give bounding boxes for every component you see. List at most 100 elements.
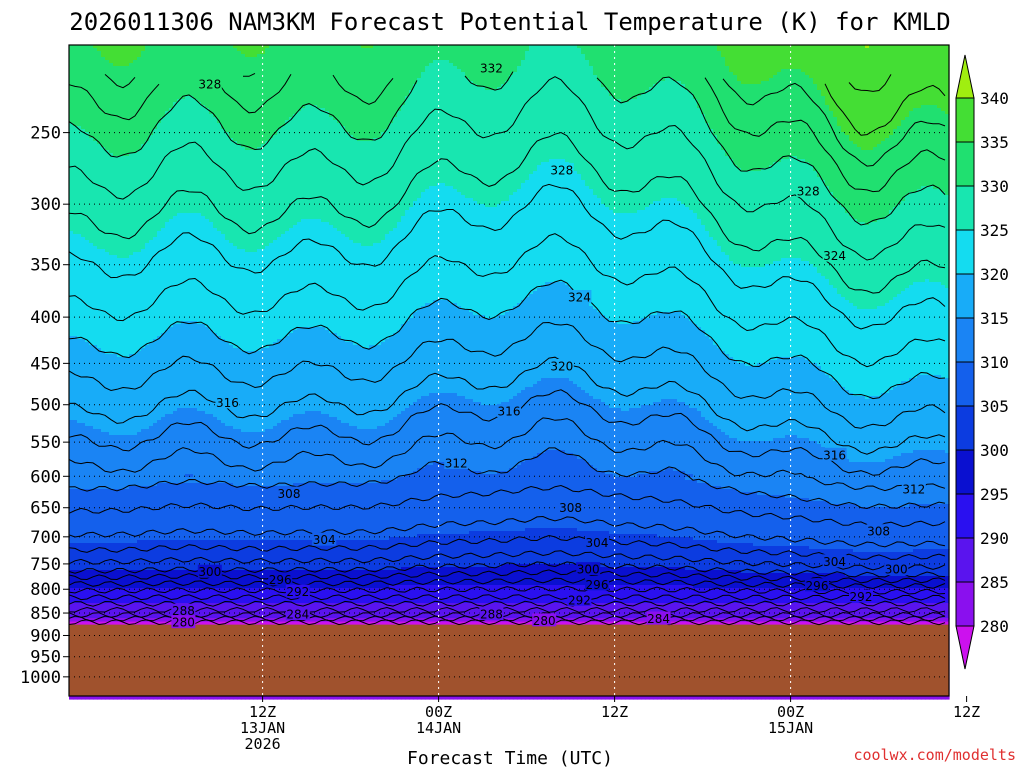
colorbar-label: 310 bbox=[980, 353, 1009, 372]
contour-label: 308 bbox=[867, 525, 890, 539]
y-tick-label: 600 bbox=[30, 467, 61, 487]
contour-line bbox=[824, 83, 946, 136]
contour-line bbox=[68, 131, 946, 294]
contour-line bbox=[68, 417, 946, 492]
contour-label-bg bbox=[646, 611, 671, 625]
y-tick-label: 500 bbox=[30, 396, 61, 416]
y-tick-label: 550 bbox=[30, 433, 61, 453]
ground-fill bbox=[69, 623, 949, 696]
contour-label: 288 bbox=[172, 604, 195, 618]
contour-label: 324 bbox=[568, 290, 591, 304]
colorbar: 280 285 290 295 300 305 310 315 320 325 330 335 340 bbox=[955, 54, 1009, 670]
contour-label: 328 bbox=[797, 184, 820, 198]
contour-line bbox=[68, 611, 946, 618]
contour-label-bg bbox=[567, 592, 592, 606]
contour-label: 316 bbox=[823, 448, 846, 462]
x-tick-label: 12Z bbox=[249, 703, 276, 721]
colorbar-label: 315 bbox=[980, 309, 1009, 328]
colorbar-segment bbox=[955, 185, 975, 231]
contour-line bbox=[68, 356, 946, 455]
x-tick-label: 12Z bbox=[601, 703, 628, 721]
colorbar-label: 300 bbox=[980, 441, 1009, 460]
contour-label: 312 bbox=[445, 456, 468, 470]
contour-label-bg bbox=[197, 564, 222, 578]
colorbar-label: 335 bbox=[980, 133, 1009, 152]
contour-label: 280 bbox=[533, 614, 556, 628]
colorbar-label: 325 bbox=[980, 221, 1009, 240]
contour-label: 296 bbox=[806, 579, 829, 593]
contour-label-bg bbox=[444, 455, 469, 469]
colorbar-label: 330 bbox=[980, 177, 1009, 196]
contour-label-bg bbox=[796, 183, 821, 197]
contour-label: 280 bbox=[172, 616, 195, 630]
y-tick-label: 650 bbox=[30, 499, 61, 519]
contour-label-bg bbox=[285, 584, 310, 598]
contour-label: 304 bbox=[586, 536, 609, 550]
colorbar-label: 295 bbox=[980, 485, 1009, 504]
contour-line bbox=[68, 484, 946, 528]
contour-line bbox=[68, 183, 946, 330]
contour-label-bg bbox=[849, 589, 873, 603]
colorbar-label: 280 bbox=[980, 617, 1009, 636]
contour-label: 300 bbox=[577, 563, 600, 577]
contour-label: 304 bbox=[313, 533, 336, 547]
y-tick-label: 800 bbox=[30, 580, 61, 600]
x-tick-label: 15JAN bbox=[768, 719, 813, 737]
contour-label: 288 bbox=[480, 607, 503, 621]
x-tick-label: 13JAN bbox=[240, 719, 285, 737]
x-tick-label: 12Z bbox=[953, 703, 980, 721]
contour-label-bg bbox=[479, 606, 504, 620]
contour-line bbox=[68, 321, 946, 429]
contour-label: 332 bbox=[480, 61, 503, 75]
colorbar-segment bbox=[955, 361, 975, 407]
x-tick-label: 00Z bbox=[777, 703, 804, 721]
contour-label: 300 bbox=[885, 563, 908, 577]
contour-label: 316 bbox=[216, 396, 239, 410]
contour-line bbox=[848, 74, 892, 92]
colorbar-segment bbox=[955, 97, 975, 143]
contour-label: 292 bbox=[568, 593, 591, 607]
y-tick-label: 400 bbox=[30, 308, 61, 328]
y-tick-label: 700 bbox=[30, 528, 61, 548]
colorbar-segment bbox=[955, 537, 975, 583]
contour-label: 312 bbox=[902, 483, 925, 497]
x-tick-label: 00Z bbox=[425, 703, 452, 721]
colorbar-segment bbox=[955, 581, 975, 627]
contour-label: 284 bbox=[647, 612, 670, 626]
x-axis-title: Forecast Time (UTC) bbox=[407, 748, 613, 768]
colorbar-label: 340 bbox=[980, 89, 1009, 108]
contour-label-bg bbox=[866, 524, 891, 538]
contour-label-bg bbox=[884, 562, 909, 576]
colorbar-max-arrow bbox=[955, 54, 975, 99]
colorbar-min-arrow bbox=[955, 625, 975, 670]
contour-line bbox=[68, 279, 946, 400]
contour-label-bg bbox=[277, 486, 301, 500]
contour-label-bg bbox=[268, 572, 293, 586]
contour-label-bg bbox=[585, 577, 609, 591]
contour-label-bg bbox=[171, 615, 196, 629]
contour-label-bg bbox=[576, 562, 601, 576]
contour-label: 304 bbox=[823, 555, 846, 569]
contour-label-bg bbox=[805, 578, 829, 592]
contour-label-bg bbox=[312, 532, 337, 546]
y-tick-label: 950 bbox=[30, 648, 61, 668]
contour-label-bg bbox=[532, 613, 557, 627]
contour-label-bg bbox=[215, 395, 240, 409]
contour-label: 316 bbox=[498, 404, 521, 418]
contour-label-bg bbox=[567, 289, 592, 303]
contour-label-bg bbox=[558, 500, 583, 514]
chart-title: 2026011306 NAM3KM Forecast Potential Tem… bbox=[69, 8, 950, 36]
contour-line bbox=[68, 73, 946, 193]
colorbar-segment bbox=[955, 317, 975, 363]
contour-line bbox=[68, 550, 946, 571]
colorbar-segment bbox=[955, 141, 975, 187]
contour-label-bg bbox=[901, 482, 926, 496]
contour-line bbox=[68, 577, 946, 590]
y-tick-label: 900 bbox=[30, 626, 61, 646]
contour-line bbox=[68, 233, 946, 368]
contour-line bbox=[68, 585, 946, 595]
contour-line bbox=[68, 534, 946, 560]
contour-label: 296 bbox=[269, 573, 292, 587]
